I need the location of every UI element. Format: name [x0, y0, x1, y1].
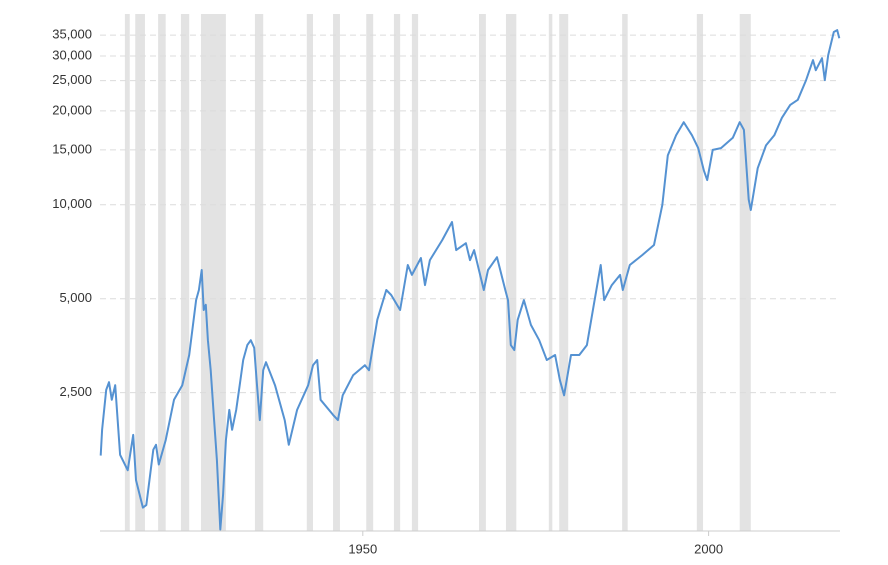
recession-band [333, 14, 340, 531]
recession-band [739, 14, 751, 531]
recession-band [559, 14, 569, 531]
x-tick-label: 2000 [694, 541, 723, 556]
recession-band [548, 14, 553, 531]
y-tick-label: 2,500 [59, 384, 92, 399]
recession-band [135, 14, 145, 531]
recession-band [366, 14, 374, 531]
recession-band [622, 14, 628, 531]
recession-band [505, 14, 517, 531]
y-tick-label: 30,000 [52, 47, 92, 62]
recession-band [180, 14, 190, 531]
x-tick-label: 1950 [348, 541, 377, 556]
recession-band [306, 14, 314, 531]
y-tick-label: 15,000 [52, 141, 92, 156]
recession-band [124, 14, 130, 531]
y-tick-label: 35,000 [52, 27, 92, 42]
data-line [99, 29, 841, 531]
recession-band [393, 14, 401, 531]
recession-band [411, 14, 419, 531]
recession-band [254, 14, 264, 531]
recession-band [478, 14, 486, 531]
recession-band [696, 14, 704, 531]
y-tick-label: 5,000 [59, 290, 92, 305]
recession-band [200, 14, 226, 531]
recession-band [158, 14, 166, 531]
y-tick-label: 25,000 [52, 72, 92, 87]
y-tick-label: 10,000 [52, 196, 92, 211]
y-tick-label: 20,000 [52, 102, 92, 117]
